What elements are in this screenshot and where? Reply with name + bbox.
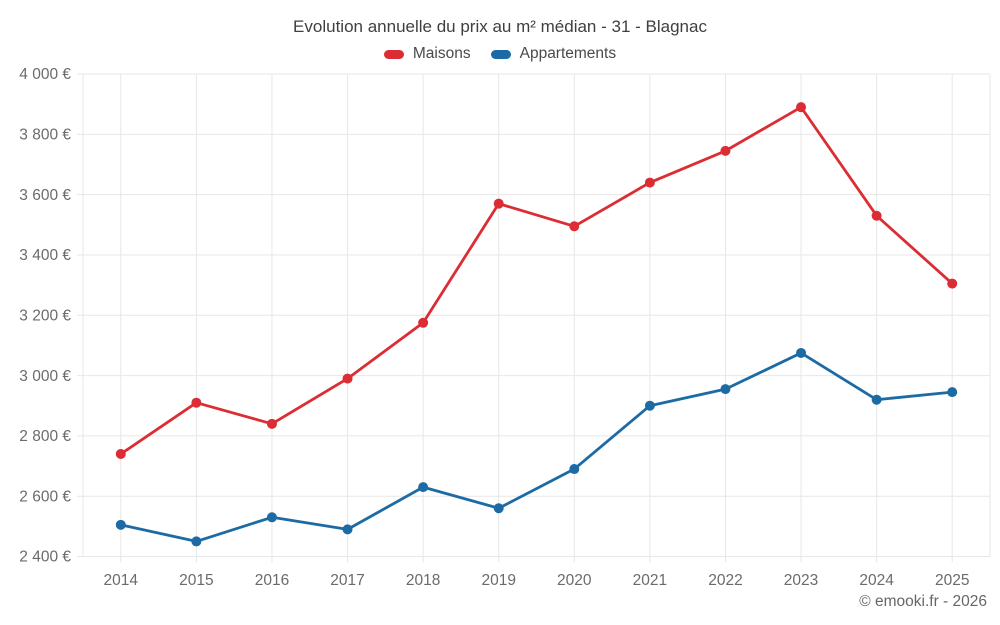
legend-item-maisons[interactable]: Maisons	[383, 45, 471, 63]
chart-legend: Maisons Appartements	[0, 44, 1000, 64]
x-axis-tick-label: 2019	[481, 572, 515, 589]
y-axis-tick-label: 2 600 €	[19, 488, 71, 505]
copyright-watermark: © emooki.fr - 2026	[859, 593, 987, 610]
y-axis-tick-label: 2 800 €	[19, 428, 71, 445]
appartements-point-2023	[796, 347, 807, 358]
maisons-point-2025	[947, 278, 958, 289]
x-axis-tick-label: 2021	[633, 572, 667, 589]
maisons-point-2015	[191, 397, 202, 408]
x-axis-tick-label: 2014	[104, 572, 139, 589]
appartements-point-2016	[266, 512, 277, 523]
x-axis-tick-label: 2017	[330, 572, 364, 589]
legend-label-appartements: Appartements	[519, 45, 617, 62]
maisons-point-2019	[493, 198, 504, 209]
appartements-point-2022	[720, 384, 731, 395]
y-axis-tick-label: 3 800 €	[19, 127, 71, 144]
chart-title: Evolution annuelle du prix au m² médian …	[293, 17, 707, 36]
maisons-line	[119, 105, 954, 456]
x-axis-tick-label: 2018	[406, 572, 440, 589]
y-axis-tick-label: 3 000 €	[19, 368, 71, 385]
appartements-point-2024	[871, 394, 882, 405]
appartements-point-2020	[569, 464, 580, 475]
appartements-point-2014	[115, 519, 126, 530]
x-axis-tick-label: 2024	[859, 572, 894, 589]
x-axis-tick-label: 2025	[935, 572, 969, 589]
maisons-legend-swatch-icon	[383, 49, 404, 59]
maisons-point-2017	[342, 373, 353, 384]
appartements-line	[119, 351, 954, 543]
appartements-point-2025	[947, 387, 958, 398]
maisons-point-2020	[569, 221, 580, 232]
maisons-point-2023	[796, 102, 807, 113]
x-axis-tick-label: 2022	[708, 572, 742, 589]
appartements-legend-swatch-icon	[490, 49, 511, 59]
maisons-point-2024	[871, 210, 882, 221]
x-axis-tick-label: 2023	[784, 572, 818, 589]
maisons-point-2016	[266, 418, 277, 429]
y-axis-tick-label: 3 400 €	[19, 247, 71, 264]
x-axis-tick-label: 2016	[255, 572, 289, 589]
x-axis-tick-label: 2020	[557, 572, 592, 589]
y-axis-tick-label: 3 600 €	[19, 187, 71, 204]
maisons-point-2018	[418, 317, 429, 328]
y-axis-tick-label: 3 200 €	[19, 307, 71, 324]
y-axis-tick-label: 2 400 €	[19, 549, 71, 566]
legend-label-maisons: Maisons	[412, 45, 471, 62]
appartements-point-2017	[342, 524, 353, 535]
appartements-point-2018	[418, 482, 429, 493]
x-axis-tick-label: 2015	[179, 572, 213, 589]
appartements-point-2015	[191, 536, 202, 547]
y-axis-tick-label: 4 000 €	[19, 66, 71, 83]
maisons-point-2022	[720, 145, 731, 156]
legend-item-appartements[interactable]: Appartements	[490, 45, 617, 63]
appartements-point-2019	[493, 503, 504, 514]
maisons-point-2014	[115, 448, 126, 459]
maisons-point-2021	[644, 177, 655, 188]
appartements-point-2021	[644, 400, 655, 411]
